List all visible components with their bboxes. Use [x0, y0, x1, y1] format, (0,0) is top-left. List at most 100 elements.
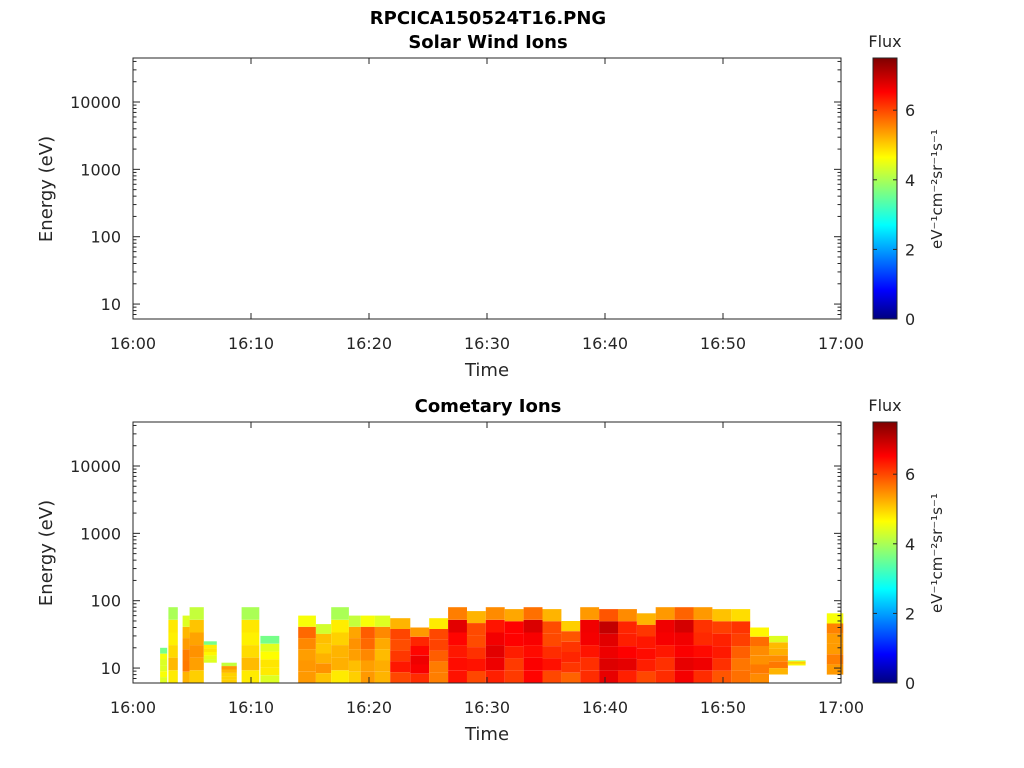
flux-cell: [203, 655, 217, 660]
flux-cell: [298, 660, 316, 672]
flux-cell: [189, 645, 204, 658]
flux-cell: [331, 607, 349, 620]
flux-cell: [787, 661, 806, 663]
flux-cell: [160, 677, 168, 683]
flux-cell: [826, 623, 844, 634]
flux-cell: [221, 666, 237, 670]
flux-cell: [203, 641, 217, 645]
flux-cell: [160, 647, 168, 654]
flux-cell: [599, 633, 618, 646]
flux-cell: [331, 645, 349, 658]
flux-cell: [542, 646, 562, 659]
flux-cell: [315, 653, 332, 664]
flux-cell: [374, 671, 391, 683]
flux-cell: [618, 609, 637, 622]
flux-cell: [655, 619, 675, 633]
flux-cell: [712, 609, 732, 622]
flux-cell: [374, 649, 391, 661]
flux-cell: [618, 646, 637, 659]
flux-cell: [360, 638, 375, 650]
flux-cell: [160, 653, 168, 660]
flux-cell: [348, 615, 361, 627]
flux-cell: [429, 661, 449, 673]
flux-cell: [750, 646, 769, 656]
flux-cell: [599, 621, 618, 634]
flux-cell: [580, 670, 600, 683]
y-tick-label: 10000: [70, 93, 121, 112]
x-tick-label: 16:20: [346, 698, 392, 717]
flux-cell: [260, 675, 280, 683]
flux-cell: [769, 642, 788, 649]
flux-cell: [523, 607, 543, 620]
flux-cell: [360, 615, 375, 627]
flux-cell: [561, 621, 581, 632]
flux-cell: [315, 663, 332, 674]
flux-cell: [374, 626, 391, 639]
flux-cell: [712, 670, 732, 683]
flux-cell: [410, 664, 430, 674]
colorbar-title: Flux: [868, 32, 901, 51]
x-tick-label: 17:00: [818, 698, 864, 717]
flux-cell: [599, 670, 618, 683]
flux-cell: [182, 638, 190, 650]
flux-cell: [160, 671, 168, 678]
flux-cell: [410, 646, 430, 656]
x-tick-label: 16:20: [346, 334, 392, 353]
x-tick-label: 16:10: [228, 334, 274, 353]
flux-cell: [331, 670, 349, 683]
flux-cell: [618, 658, 637, 671]
flux-cell: [655, 657, 675, 671]
panel-title: Solar Wind Ions: [408, 32, 567, 53]
flux-cell: [504, 633, 524, 646]
flux-cell: [410, 627, 430, 637]
flux-cell: [448, 619, 467, 633]
y-axis-ticks: 10 100 1000 10000: [70, 424, 841, 684]
x-tick-label: 16:30: [464, 334, 510, 353]
flux-cell: [390, 639, 411, 651]
flux-cell: [731, 633, 751, 646]
flux-cell: [203, 659, 217, 663]
colorbar-tick-label: 2: [905, 240, 915, 259]
flux-cell: [168, 632, 178, 646]
flux-cell: [769, 648, 788, 656]
flux-cell: [750, 627, 769, 637]
flux-cell: [693, 607, 713, 620]
figure-title: RPCICA150524T16.PNG: [370, 8, 606, 29]
flux-cell: [542, 633, 562, 646]
flux-cell: [241, 619, 260, 633]
flux-cell: [348, 671, 361, 683]
flux-cell: [599, 646, 618, 659]
flux-cell: [712, 633, 732, 646]
flux-cell: [731, 621, 751, 634]
colorbar-unit-label: eV⁻¹cm⁻²sr⁻¹s⁻¹: [928, 129, 946, 249]
flux-cell: [160, 665, 168, 672]
flux-cell: [466, 623, 486, 636]
flux-cell: [360, 660, 375, 672]
flux-cell: [390, 618, 411, 629]
flux-cell: [448, 670, 467, 683]
flux-cell: [580, 657, 600, 671]
flux-cell: [485, 657, 505, 671]
flux-cell: [448, 645, 467, 658]
y-axis-ticks: 10 100 1000 10000: [70, 60, 841, 320]
colorbar-tick-label: 4: [905, 171, 915, 190]
flux-cell: [674, 645, 694, 658]
flux-cell: [542, 658, 562, 671]
flux-cell: [331, 632, 349, 646]
flux-cell: [580, 607, 600, 620]
flux-cell: [826, 654, 844, 665]
flux-cell: [712, 621, 732, 634]
flux-cell: [542, 621, 562, 634]
flux-cell: [182, 626, 190, 639]
flux-cell: [182, 649, 190, 661]
flux-cell: [221, 669, 237, 673]
flux-cell: [298, 671, 316, 683]
flux-cell: [504, 609, 524, 622]
y-axis-label: Energy (eV): [36, 136, 57, 242]
flux-cell: [636, 636, 656, 649]
flux-cell: [674, 632, 694, 646]
x-tick-label: 16:40: [582, 334, 628, 353]
flux-cell: [826, 613, 844, 624]
flux-cell: [693, 632, 713, 646]
flux-cell: [655, 632, 675, 646]
